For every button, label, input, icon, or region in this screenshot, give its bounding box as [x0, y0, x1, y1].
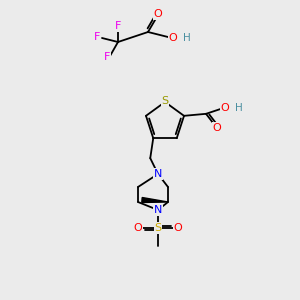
Text: H: H	[235, 103, 243, 113]
Text: S: S	[161, 96, 169, 106]
Text: H: H	[183, 33, 191, 43]
Text: F: F	[104, 52, 110, 62]
Text: F: F	[115, 21, 121, 31]
Text: O: O	[174, 223, 182, 233]
Text: F: F	[94, 32, 100, 42]
Text: O: O	[154, 9, 162, 19]
Text: N: N	[154, 205, 162, 215]
Text: N: N	[154, 169, 162, 179]
Text: O: O	[220, 103, 230, 113]
Text: O: O	[169, 33, 177, 43]
Polygon shape	[142, 197, 168, 202]
Text: O: O	[213, 123, 221, 133]
Text: S: S	[154, 223, 162, 233]
Text: O: O	[134, 223, 142, 233]
